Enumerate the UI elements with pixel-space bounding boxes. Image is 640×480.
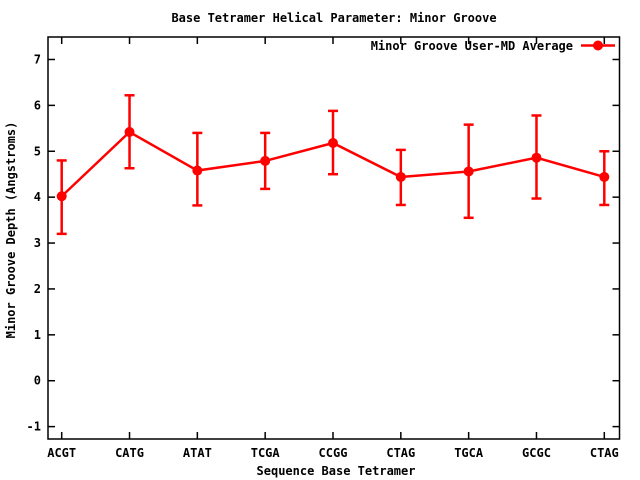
data-point-2 — [192, 165, 203, 176]
x-category-label: ATAT — [183, 446, 212, 460]
y-tick-label: 3 — [34, 236, 41, 250]
x-category-label: CATG — [115, 446, 144, 460]
y-tick-label: -1 — [27, 420, 41, 434]
y-axis-label: Minor Groove Depth (Angstroms) — [4, 121, 18, 339]
data-point-1 — [124, 126, 135, 137]
x-category-label: ACGT — [47, 446, 76, 460]
data-point-3 — [260, 155, 271, 166]
y-tick-label: 4 — [34, 190, 41, 204]
y-tick-label: 5 — [34, 144, 41, 158]
y-tick-label: 6 — [34, 98, 41, 112]
x-category-label: CTAG — [590, 446, 619, 460]
plot-border — [47, 36, 621, 440]
chart-title: Base Tetramer Helical Parameter: Minor G… — [171, 11, 497, 25]
x-category-label: CCGG — [319, 446, 348, 460]
data-point-0 — [56, 191, 67, 202]
x-category-label: GCGC — [522, 446, 551, 460]
legend-sample-marker — [593, 40, 603, 51]
x-axis-label: Sequence Base Tetramer — [256, 464, 416, 478]
x-category-label: TGCA — [454, 446, 484, 460]
legend-label: Minor Groove User-MD Average — [370, 39, 573, 53]
x-category-label: TCGA — [251, 446, 281, 460]
x-category-label: CTAG — [386, 446, 415, 460]
data-point-7 — [531, 152, 542, 163]
y-tick-label: 1 — [34, 328, 41, 342]
data-point-5 — [395, 171, 406, 182]
y-tick-label: 0 — [34, 374, 41, 388]
data-point-4 — [328, 138, 338, 149]
y-tick-label: 2 — [34, 282, 41, 296]
y-tick-label: 7 — [34, 52, 41, 66]
data-point-6 — [463, 166, 474, 177]
data-point-8 — [599, 171, 610, 182]
